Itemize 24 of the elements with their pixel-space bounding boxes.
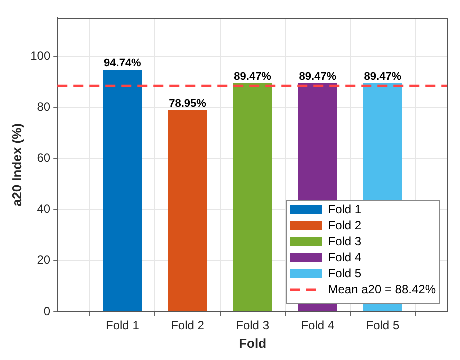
legend-label: Fold 4 xyxy=(328,250,362,264)
y-tick-label: 0 xyxy=(44,304,51,318)
data-label: 78.95% xyxy=(169,98,207,110)
y-tick-label: 60 xyxy=(37,151,51,166)
x-tick-label: Fold 4 xyxy=(301,318,335,333)
legend-label: Mean a20 = 88.42% xyxy=(328,282,436,296)
x-tick-label: Fold 5 xyxy=(366,318,400,333)
y-tick-label: 40 xyxy=(37,202,51,216)
legend-label: Fold 2 xyxy=(328,218,362,232)
data-label: 89.47% xyxy=(364,70,402,83)
legend-label: Fold 3 xyxy=(328,234,362,248)
y-tick-label: 20 xyxy=(37,253,51,268)
y-tick-label: 100 xyxy=(30,48,51,63)
y-tick-label: 80 xyxy=(37,100,51,114)
legend-label: Fold 5 xyxy=(328,266,362,280)
legend-label: Fold 1 xyxy=(328,202,362,216)
y-axis-title: a20 Index (%) xyxy=(9,124,24,207)
data-label: 94.74% xyxy=(104,57,142,70)
x-tick-label: Fold 3 xyxy=(236,318,270,333)
x-tick-label: Fold 2 xyxy=(171,318,205,333)
x-axis-title: Fold xyxy=(239,336,267,351)
data-label: 89.47% xyxy=(234,70,272,83)
x-tick-label: Fold 1 xyxy=(106,318,140,333)
data-label: 89.47% xyxy=(299,70,337,83)
